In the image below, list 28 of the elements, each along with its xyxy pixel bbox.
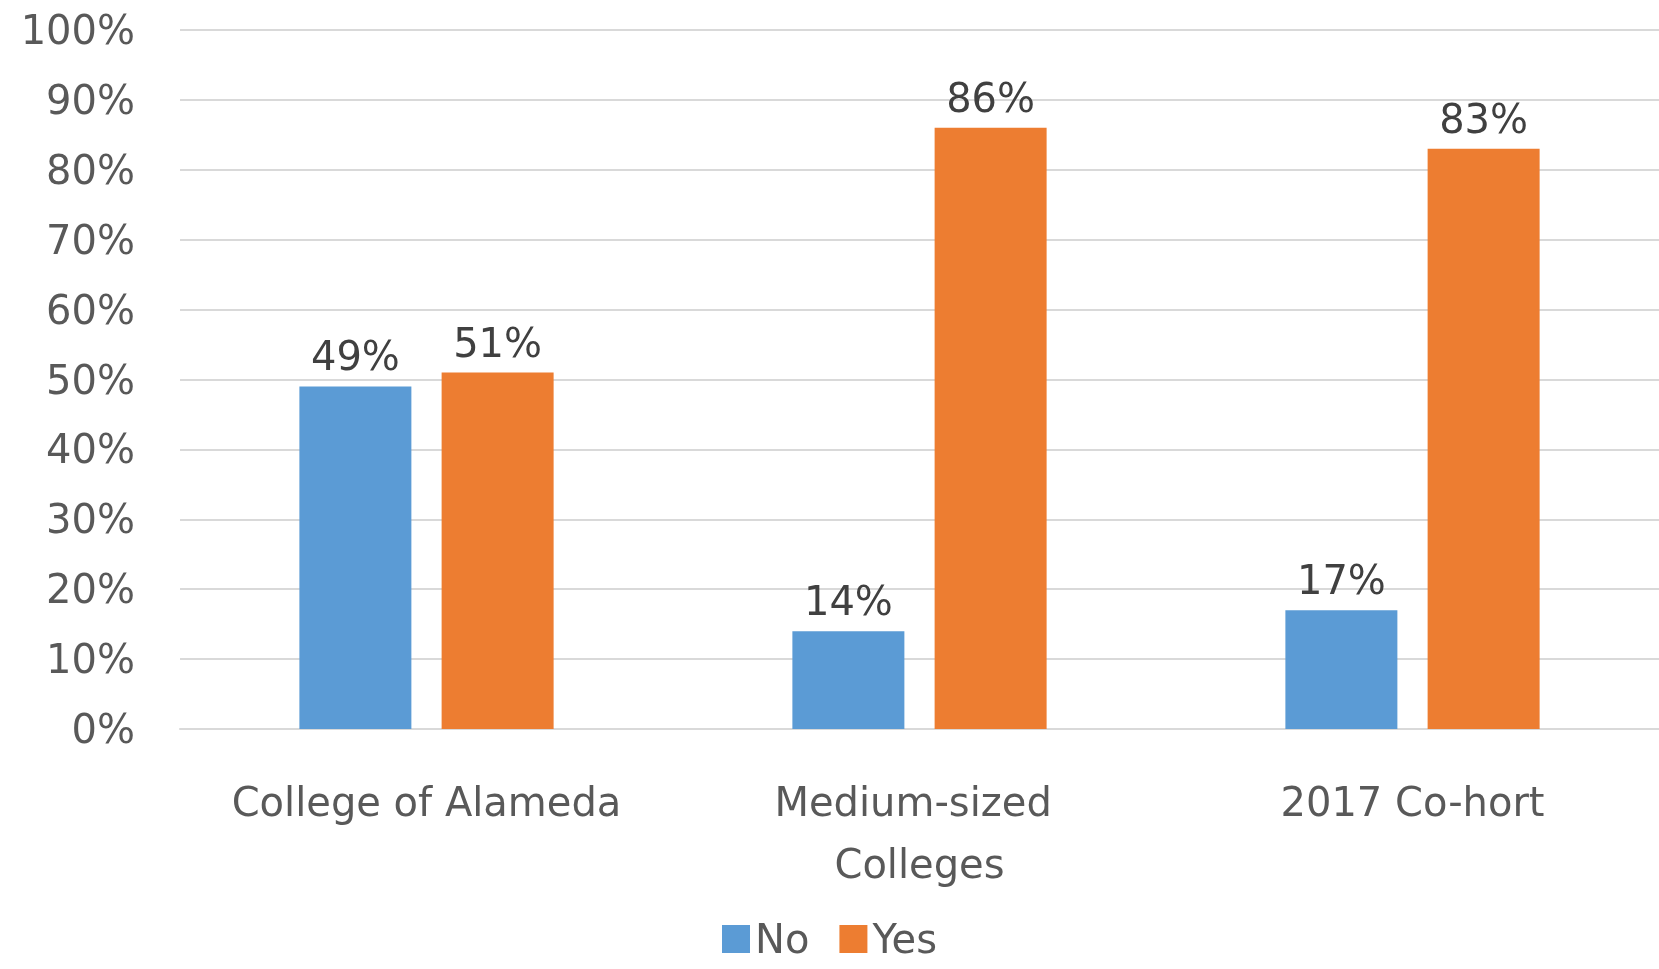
y-tick-label: 90%	[46, 76, 135, 123]
data-label: 83%	[1439, 95, 1529, 142]
y-tick-label: 60%	[46, 286, 135, 333]
y-tick-label: 40%	[46, 426, 135, 473]
bar	[441, 372, 554, 729]
y-tick-label: 0%	[71, 706, 135, 752]
data-label: 86%	[946, 74, 1036, 121]
x-tick-label: Medium-sized Colleges	[774, 779, 1065, 887]
x-tick-label: 2017 Co-hort	[1280, 779, 1545, 825]
data-label: 17%	[1296, 557, 1386, 604]
y-tick-label: 100%	[20, 7, 135, 53]
y-tick-label: 30%	[46, 496, 135, 543]
data-label: 51%	[453, 319, 543, 366]
y-tick-label: 20%	[46, 566, 135, 613]
y-tick-label: 80%	[46, 146, 135, 193]
y-tick-label: 50%	[46, 356, 135, 403]
legend-label: Yes	[871, 916, 937, 962]
bar	[1285, 610, 1398, 729]
x-tick-label: College of Alameda	[231, 779, 622, 825]
bar	[792, 631, 905, 729]
bar	[1427, 148, 1540, 729]
y-tick-label: 10%	[46, 636, 135, 683]
legend-label: No	[755, 916, 810, 962]
bar	[934, 127, 1047, 729]
data-label: 49%	[310, 333, 400, 380]
data-label: 14%	[803, 578, 893, 625]
bar	[299, 386, 412, 729]
y-tick-label: 70%	[46, 216, 135, 263]
